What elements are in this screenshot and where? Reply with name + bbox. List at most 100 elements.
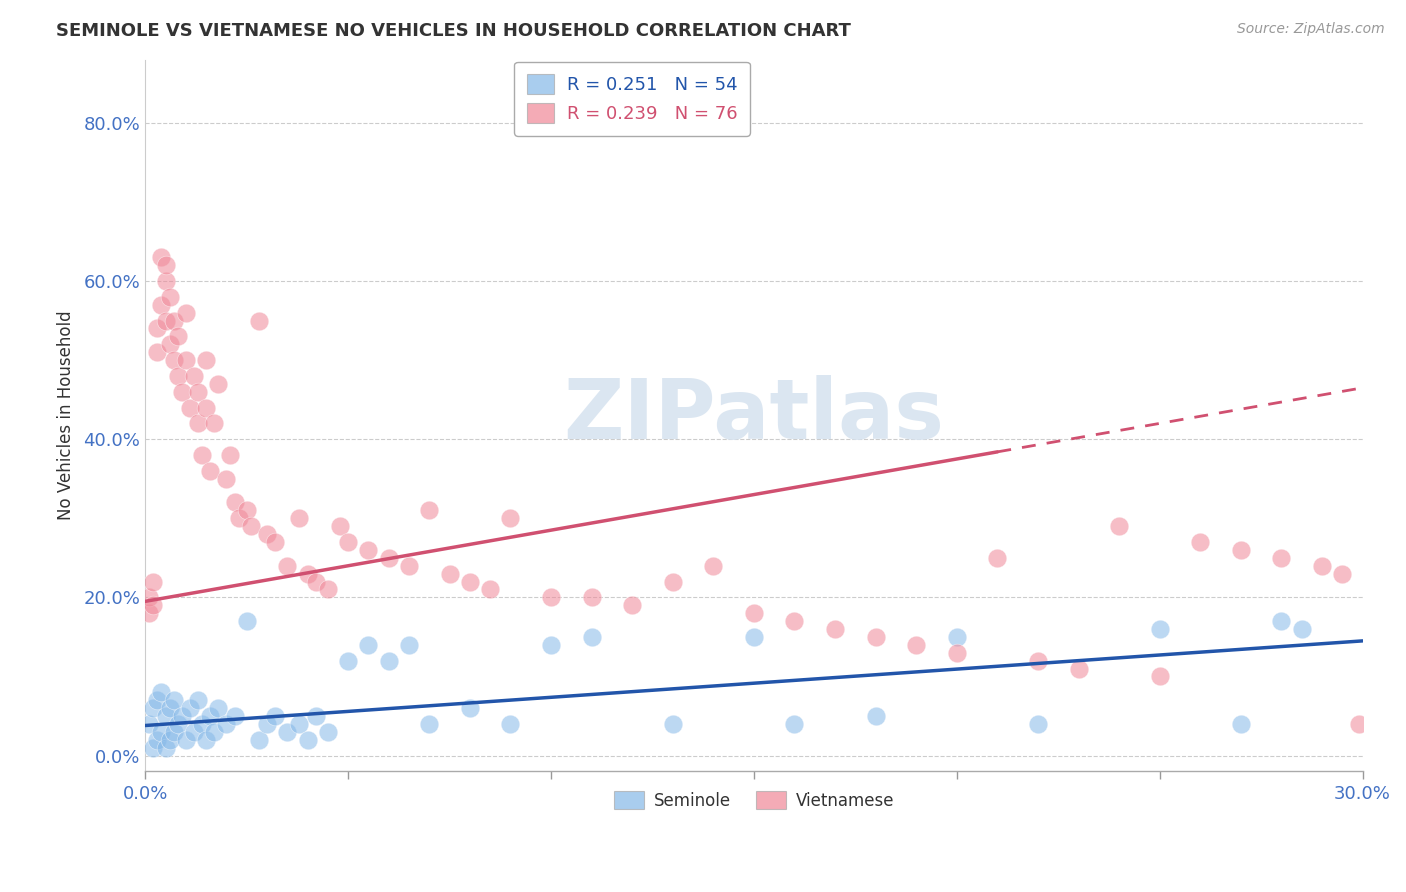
Point: [316, 582, 339, 597]
Point: [1026, 717, 1049, 731]
Point: [439, 566, 461, 581]
Point: [337, 654, 360, 668]
Point: [1291, 622, 1313, 636]
Point: [458, 574, 481, 589]
Y-axis label: No Vehicles in Household: No Vehicles in Household: [58, 310, 75, 520]
Point: [138, 591, 160, 605]
Point: [297, 732, 319, 747]
Point: [581, 591, 603, 605]
Point: [235, 503, 257, 517]
Point: [207, 701, 229, 715]
Point: [183, 368, 205, 383]
Point: [187, 384, 209, 399]
Point: [159, 732, 181, 747]
Point: [1270, 550, 1292, 565]
Point: [159, 337, 181, 351]
Point: [1067, 662, 1090, 676]
Point: [581, 630, 603, 644]
Point: [215, 472, 238, 486]
Point: [1310, 558, 1333, 573]
Text: SEMINOLE VS VIETNAMESE NO VEHICLES IN HOUSEHOLD CORRELATION CHART: SEMINOLE VS VIETNAMESE NO VEHICLES IN HO…: [56, 22, 851, 40]
Point: [174, 306, 197, 320]
Point: [142, 740, 165, 755]
Point: [174, 353, 197, 368]
Point: [202, 417, 225, 431]
Point: [198, 709, 221, 723]
Point: [946, 630, 969, 644]
Point: [235, 614, 257, 628]
Point: [1149, 669, 1171, 683]
Point: [174, 732, 197, 747]
Point: [247, 313, 270, 327]
Point: [377, 550, 399, 565]
Point: [170, 709, 193, 723]
Point: [142, 599, 165, 613]
Point: [202, 724, 225, 739]
Point: [166, 329, 188, 343]
Point: [499, 717, 522, 731]
Point: [1189, 535, 1212, 549]
Point: [195, 732, 218, 747]
Point: [702, 558, 724, 573]
Point: [166, 717, 188, 731]
Point: [150, 250, 173, 264]
Point: [224, 495, 246, 509]
Point: [458, 701, 481, 715]
Point: [191, 448, 214, 462]
Point: [166, 368, 188, 383]
Point: [187, 417, 209, 431]
Point: [224, 709, 246, 723]
Point: [155, 740, 177, 755]
Point: [499, 511, 522, 525]
Point: [159, 701, 181, 715]
Text: Source: ZipAtlas.com: Source: ZipAtlas.com: [1237, 22, 1385, 37]
Point: [142, 574, 165, 589]
Point: [1230, 543, 1253, 558]
Point: [142, 701, 165, 715]
Point: [357, 543, 380, 558]
Point: [159, 290, 181, 304]
Point: [276, 724, 298, 739]
Point: [228, 511, 250, 525]
Point: [288, 511, 311, 525]
Point: [215, 717, 238, 731]
Point: [163, 353, 186, 368]
Point: [1108, 519, 1130, 533]
Point: [418, 717, 440, 731]
Point: [155, 709, 177, 723]
Point: [1026, 654, 1049, 668]
Point: [187, 693, 209, 707]
Point: [179, 701, 201, 715]
Point: [742, 606, 765, 620]
Point: [264, 535, 287, 549]
Point: [150, 685, 173, 699]
Point: [150, 298, 173, 312]
Point: [219, 448, 242, 462]
Point: [179, 401, 201, 415]
Point: [146, 693, 169, 707]
Point: [1230, 717, 1253, 731]
Point: [239, 519, 262, 533]
Point: [146, 321, 169, 335]
Point: [195, 401, 218, 415]
Point: [905, 638, 928, 652]
Point: [316, 724, 339, 739]
Point: [398, 558, 420, 573]
Point: [305, 709, 328, 723]
Point: [865, 630, 887, 644]
Point: [170, 384, 193, 399]
Point: [146, 345, 169, 359]
Point: [146, 732, 169, 747]
Point: [195, 353, 218, 368]
Point: [418, 503, 440, 517]
Point: [276, 558, 298, 573]
Point: [621, 599, 644, 613]
Point: [1270, 614, 1292, 628]
Point: [163, 693, 186, 707]
Point: [256, 527, 278, 541]
Point: [247, 732, 270, 747]
Legend: Seminole, Vietnamese: Seminole, Vietnamese: [607, 784, 901, 816]
Point: [155, 258, 177, 272]
Point: [357, 638, 380, 652]
Point: [540, 638, 562, 652]
